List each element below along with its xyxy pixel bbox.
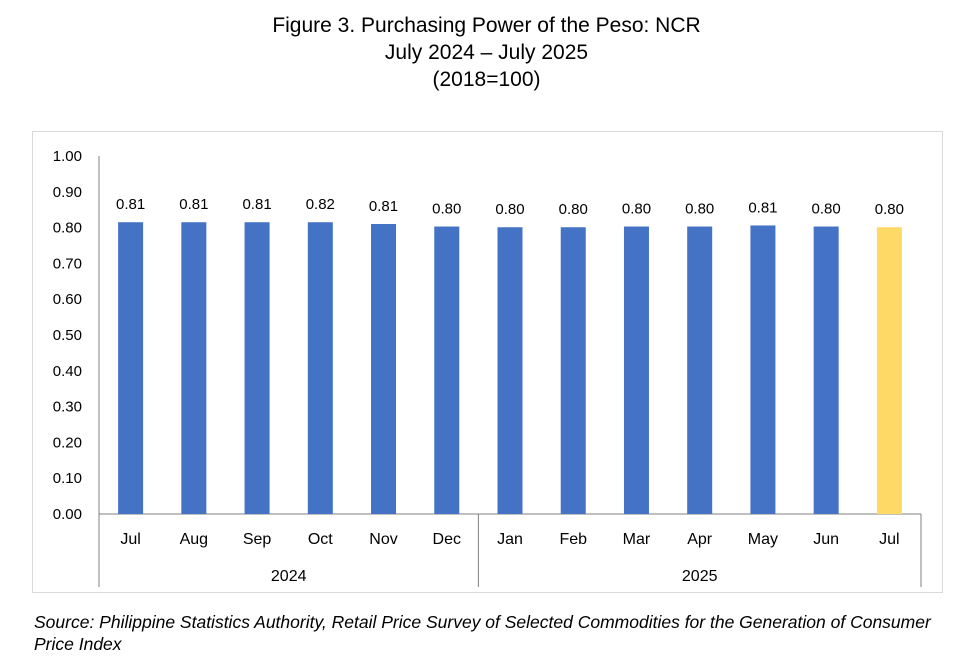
title-line-3: (2018=100) — [432, 68, 541, 91]
bar — [371, 224, 397, 514]
title-line-2: July 2024 – July 2025 — [384, 41, 589, 64]
bar-chart: 0.00 0.10 0.20 0.30 0.40 0.50 0.60 0.70 0.80 0.90… — [53, 148, 922, 587]
data-label: 0.80 — [622, 201, 651, 218]
y-tick-label: 0.40 — [53, 363, 82, 380]
data-label: 0.80 — [875, 201, 904, 218]
bar — [687, 226, 713, 514]
data-label: 0.81 — [748, 199, 777, 216]
chart-frame: 0.00 0.10 0.20 0.30 0.40 0.50 0.60 0.70 0.80 0.90… — [32, 131, 943, 593]
x-tick-label: Aug — [180, 531, 208, 548]
data-label: 0.81 — [179, 196, 208, 213]
data-label: 0.80 — [559, 201, 588, 218]
bar — [876, 227, 902, 514]
x-tick-label: Apr — [687, 531, 713, 548]
x-tick-label: Jul — [879, 531, 899, 548]
bar — [181, 222, 207, 514]
data-label: 0.81 — [116, 196, 145, 213]
y-tick-label: 0.70 — [53, 255, 82, 272]
x-tick-label: Dec — [433, 531, 461, 548]
y-tick-label: 0.20 — [53, 434, 82, 451]
x-tick-label: Oct — [308, 531, 333, 548]
data-label: 0.80 — [432, 201, 461, 218]
bar — [813, 226, 839, 514]
x-tick-label: Jun — [813, 531, 839, 548]
source-note: Source: Philippine Statistics Authority,… — [34, 612, 931, 654]
y-tick-label: 0.30 — [53, 399, 82, 416]
x-tick-label: Sep — [243, 531, 272, 548]
data-label: 0.82 — [306, 196, 335, 213]
title-line-1: Figure 3. Purchasing Power of the Peso: … — [272, 14, 701, 37]
bar — [118, 222, 144, 514]
bar — [307, 222, 333, 514]
bar — [623, 226, 649, 514]
x-tick-label: Jan — [497, 531, 523, 548]
x-tick-label: Nov — [369, 531, 397, 548]
group-label: 2025 — [682, 568, 718, 585]
y-tick-label: 0.80 — [53, 220, 82, 237]
bar — [560, 227, 586, 514]
data-label: 0.80 — [685, 201, 714, 218]
data-label: 0.81 — [369, 198, 398, 215]
bar — [750, 225, 776, 514]
bar — [244, 222, 270, 514]
bar — [434, 226, 460, 514]
y-tick-label: 0.60 — [53, 291, 82, 308]
data-label: 0.81 — [242, 196, 271, 213]
group-label: 2024 — [271, 568, 307, 585]
y-tick-label: 0.10 — [53, 470, 82, 487]
y-tick-label: 0.50 — [53, 327, 82, 344]
y-tick-label: 1.00 — [53, 148, 82, 165]
y-tick-label: 0.00 — [53, 506, 82, 523]
data-label: 0.80 — [812, 201, 841, 218]
y-tick-label: 0.90 — [53, 184, 82, 201]
data-label: 0.80 — [495, 201, 524, 218]
chart-title: Figure 3. Purchasing Power of the Peso: … — [0, 12, 973, 93]
bar — [497, 227, 523, 514]
x-tick-label: Mar — [623, 531, 651, 548]
x-tick-label: Jul — [120, 531, 140, 548]
x-tick-label: Feb — [559, 531, 587, 548]
x-tick-label: May — [748, 531, 778, 548]
